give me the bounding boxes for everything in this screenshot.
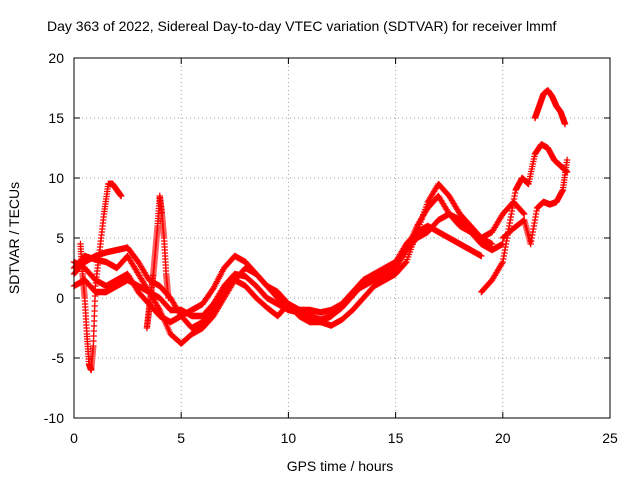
data-point bbox=[520, 217, 527, 224]
x-tick-label: 10 bbox=[281, 430, 297, 446]
y-tick-label: -5 bbox=[52, 350, 65, 366]
x-tick-label: 25 bbox=[602, 430, 618, 446]
series-6 bbox=[143, 192, 172, 332]
y-tick-label: 10 bbox=[48, 170, 64, 186]
data-point bbox=[561, 120, 569, 128]
data-point bbox=[117, 192, 125, 200]
data-point bbox=[478, 252, 485, 260]
series-5 bbox=[77, 180, 125, 374]
y-tick-label: 0 bbox=[56, 290, 64, 306]
series-9 bbox=[499, 156, 571, 248]
y-tick-label: 15 bbox=[48, 110, 64, 126]
series-4 bbox=[70, 192, 528, 323]
data-point bbox=[563, 156, 571, 164]
chart-title: Day 363 of 2022, Sidereal Day-to-day VTE… bbox=[47, 18, 556, 34]
data-point bbox=[520, 209, 527, 217]
y-tick-label: -10 bbox=[44, 410, 64, 426]
x-tick-label: 0 bbox=[70, 430, 78, 446]
data-point bbox=[488, 240, 496, 248]
y-tick-label: 20 bbox=[48, 50, 64, 66]
x-tick-label: 15 bbox=[388, 430, 404, 446]
tick-labels: 0 5 10 15 20 25 -10 -5 0 5 10 15 20 bbox=[44, 50, 618, 446]
data-point bbox=[521, 210, 528, 218]
data-points bbox=[70, 87, 571, 374]
series-7 bbox=[478, 141, 571, 296]
data-point bbox=[165, 294, 172, 302]
x-tick-label: 5 bbox=[177, 430, 185, 446]
y-axis-label: SDTVAR / TECUs bbox=[6, 182, 22, 294]
data-point bbox=[402, 259, 409, 267]
series-8 bbox=[531, 87, 569, 128]
x-tick-label: 20 bbox=[495, 430, 511, 446]
x-axis-label: GPS time / hours bbox=[287, 458, 394, 474]
axis-ticks bbox=[73, 57, 611, 419]
y-tick-label: 5 bbox=[56, 230, 64, 246]
